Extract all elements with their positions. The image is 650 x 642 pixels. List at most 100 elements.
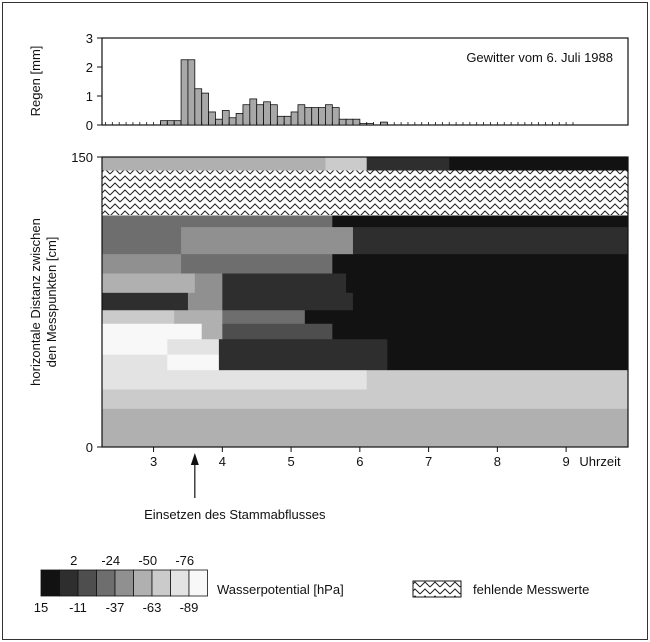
legend-swatch — [114, 569, 134, 597]
heatmap-cell — [449, 157, 629, 172]
annotation-arrowhead — [190, 453, 199, 465]
rain-bar — [338, 118, 347, 126]
heatmap-y-axis: 0 150 — [71, 150, 102, 455]
legend-label: Wasserpotential [hPa] — [217, 582, 344, 597]
heatmap-cell — [102, 273, 196, 293]
heatmap-cell — [387, 338, 629, 355]
rain-bar — [290, 111, 299, 126]
legend-top-value: 2 — [70, 553, 77, 568]
heatmap-cell — [102, 323, 203, 340]
legend-bottom-value: -63 — [143, 600, 162, 615]
heatmap-cell — [181, 226, 354, 255]
rain-y-tick-label: 2 — [86, 60, 93, 75]
heatmap-cell — [304, 309, 629, 324]
rain-bar — [249, 98, 258, 126]
legend-top-value: -50 — [138, 553, 157, 568]
rain-y-axis: 0 1 2 3 — [86, 31, 102, 133]
heatmap-cell — [366, 157, 450, 172]
heatmap-ylabel-line1: horizontale Distanz zwischen — [28, 218, 43, 386]
heatmap-cell — [222, 292, 354, 311]
heatmap-ylabel-line2: den Messpunkten [cm] — [44, 237, 59, 368]
heatmap-cell — [102, 309, 175, 324]
heatmap-cell — [187, 292, 223, 311]
heatmap-cell — [102, 253, 182, 274]
rain-bar — [276, 115, 285, 126]
rain-y-tick-label: 1 — [86, 89, 93, 104]
rain-bar — [201, 92, 209, 126]
heatmap-cell — [387, 354, 629, 371]
heatmap-cell — [332, 215, 629, 228]
heatmap-x-tick-label: 6 — [356, 454, 363, 469]
legend-bottom-value: -11 — [69, 600, 87, 615]
heatmap-cell — [352, 292, 629, 311]
heatmap-cell — [102, 338, 168, 355]
heatmap-cell — [174, 309, 223, 324]
heatmap-y-tick-label: 0 — [86, 440, 93, 455]
heatmap-cell — [222, 273, 347, 293]
heatmap-cell — [346, 273, 629, 293]
heatmap-x-tick-label: 9 — [563, 454, 570, 469]
rain-bar — [297, 104, 306, 126]
rain-bar — [352, 118, 361, 126]
heatmap-cell — [332, 323, 629, 340]
rain-bar — [221, 110, 230, 126]
heatmap-cell — [167, 338, 220, 355]
legend-color-scale — [40, 569, 208, 597]
legend-top-value: -24 — [101, 553, 120, 568]
heatmap-cell — [102, 389, 629, 409]
rain-bar — [331, 107, 340, 126]
heatmap-y-tick-label: 150 — [71, 150, 93, 165]
legend-swatch — [151, 569, 171, 597]
heatmap-x-tick-label: 5 — [287, 454, 294, 469]
rain-bar — [180, 59, 189, 126]
legend-swatch — [170, 569, 190, 597]
heatmap-cell — [218, 354, 388, 371]
rain-bar — [366, 123, 374, 126]
heatmap-cell — [222, 309, 306, 324]
heatmap-cell — [325, 157, 368, 172]
rain-bar — [304, 107, 313, 126]
heatmap-cell — [102, 292, 189, 311]
heatmap-cell — [102, 408, 629, 448]
rain-y-tick-label: 3 — [86, 31, 93, 46]
heatmap-cell — [102, 226, 182, 255]
heatmap-cell — [167, 354, 220, 371]
missing-values-swatch — [412, 580, 462, 598]
legend-top-value: -76 — [175, 553, 194, 568]
rain-bar — [318, 107, 326, 126]
heatmap-cell — [181, 253, 333, 274]
heatmap-cell — [332, 253, 629, 274]
rain-bar — [345, 118, 354, 126]
rain-bar — [228, 117, 237, 126]
heatmap-x-axis: 3 4 5 6 7 8 9 — [150, 447, 570, 469]
legend-swatch — [133, 569, 153, 597]
stemflow-annotation: Einsetzen des Stammabflusses — [144, 453, 326, 522]
legend-bottom-value: 15 — [34, 600, 48, 615]
annotation-label: Einsetzen des Stammabflusses — [144, 507, 326, 522]
rain-bar — [166, 120, 175, 126]
legend-swatch — [96, 569, 116, 597]
heatmap-cell — [194, 273, 223, 293]
heatmap-cell — [102, 157, 326, 172]
heatmap-x-tick-label: 4 — [219, 454, 226, 469]
heatmap-cell — [352, 226, 629, 255]
heatmap-cell — [218, 338, 388, 355]
rain-bar — [325, 104, 333, 126]
rain-bar — [242, 104, 251, 126]
heatmap-cell — [102, 215, 333, 228]
heatmap-cell — [102, 369, 368, 390]
heatmap-x-tick-label: 3 — [150, 454, 157, 469]
heatmap-cell — [366, 369, 629, 390]
rain-title: Gewitter vom 6. Juli 1988 — [466, 50, 613, 65]
legend-bottom-value: -89 — [180, 600, 199, 615]
rain-bar — [380, 121, 388, 126]
heatmap-cell — [102, 354, 168, 371]
rain-ylabel: Regen [mm] — [28, 46, 43, 117]
potential-chart: 3 4 5 6 7 8 9 0 150 Uhrzeit horizontale Distanz… — [28, 150, 629, 522]
rain-bar — [208, 111, 216, 126]
heatmap-xlabel: Uhrzeit — [579, 454, 621, 469]
heatmap-x-tick-label: 7 — [425, 454, 432, 469]
rain-chart: 0 1 2 3 Gewitter vom 6. Juli 1988 Regen [mm… — [28, 31, 629, 133]
